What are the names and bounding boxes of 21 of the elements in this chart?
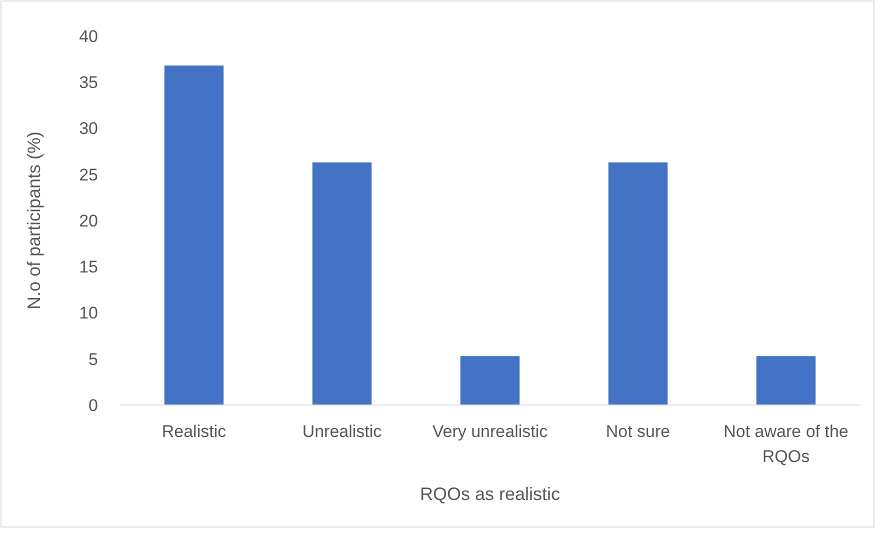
y-tick-label: 15 [79,258,98,277]
bar [608,162,668,405]
x-tick-label: Very unrealistic [432,422,548,441]
y-tick-label: 30 [79,119,98,138]
y-tick-label: 40 [79,26,98,46]
x-axis-title: RQOs as realistic [420,484,560,504]
y-tick-label: 10 [79,304,98,323]
bar [460,356,520,405]
y-tick-label: 0 [88,396,98,415]
x-tick-label: Realistic [162,422,227,441]
bar [756,356,816,405]
y-axis-title: N.o of participants (%) [24,131,44,310]
x-tick-label: Unrealistic [302,422,382,441]
y-tick-label: 25 [79,165,98,184]
y-tick-label: 20 [79,211,98,230]
x-tick-label: Not aware of the RQOs [724,422,848,466]
bar [164,66,224,405]
x-tick-label: Not sure [606,422,670,441]
y-tick-label: 35 [79,73,98,92]
bar [312,162,372,405]
y-tick-label: 5 [88,350,98,369]
